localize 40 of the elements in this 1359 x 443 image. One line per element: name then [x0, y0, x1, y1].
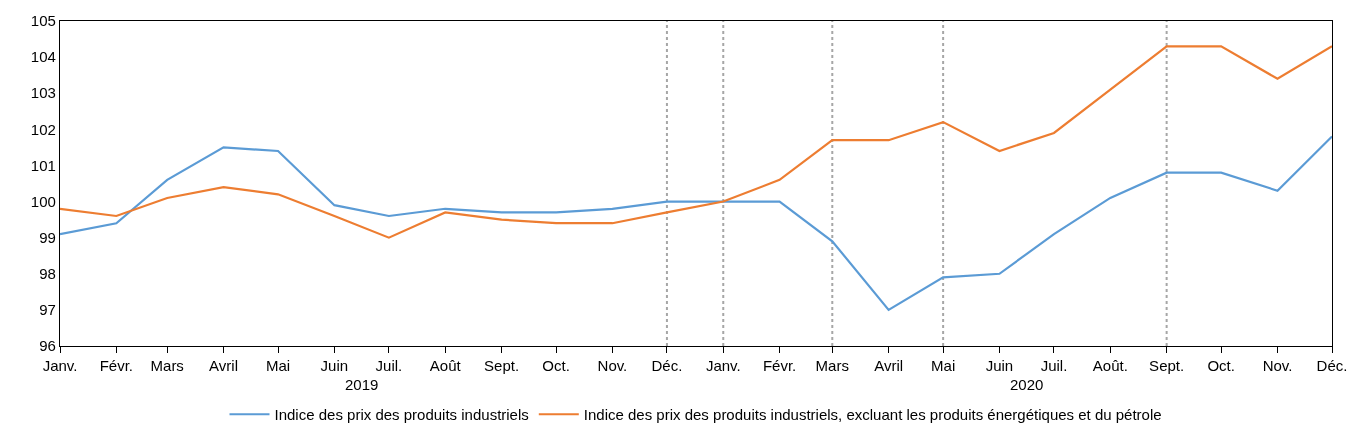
x-tick-label: Mars — [815, 357, 849, 375]
y-tick-label: 96 — [39, 337, 56, 355]
x-tick-label: Juin — [320, 357, 349, 375]
y-tick-label: 98 — [39, 265, 56, 283]
y-tick-label: 99 — [39, 228, 56, 246]
x-tick-label: Mai — [931, 357, 956, 375]
x-tick-label: Août — [429, 357, 462, 375]
x-tick-label: Janv. — [42, 357, 78, 375]
x-tick-label: Mai — [265, 357, 291, 375]
x-tick-label: Oct. — [542, 357, 570, 375]
x-tick-label: Sept. — [1149, 357, 1185, 375]
x-tick-label: Oct. — [1207, 357, 1235, 375]
y-tick-label: 100 — [30, 192, 56, 210]
x-tick-label: Déc. — [651, 357, 683, 375]
x-tick-label: Janv. — [705, 357, 741, 375]
x-tick-label: Juil. — [1040, 357, 1068, 375]
x-tick-label: Déc. — [1316, 357, 1348, 375]
y-tick-label: 105 — [30, 12, 56, 30]
x-tick-label: Avril — [874, 357, 904, 375]
x-tick-label: Févr. — [762, 357, 797, 375]
line-series — [60, 45, 1332, 239]
legend-label: Indice des prix des produits industriels, excluant les produits énergétiques et du pétrole — [583, 406, 1162, 424]
line-series — [60, 135, 1332, 311]
x-tick-label: Nov. — [597, 357, 628, 375]
y-tick-label: 103 — [30, 84, 56, 102]
x-tick-label: Nov. — [1262, 357, 1293, 375]
x-tick-label: Mars — [150, 357, 184, 375]
y-tick-label: 104 — [30, 48, 56, 66]
text: 2020 — [1010, 376, 1044, 393]
legend-label: Indice des prix des produits industriels — [274, 406, 529, 424]
x-tick-label: Août. — [1092, 357, 1128, 375]
x-tick-label: Févr. — [99, 357, 133, 375]
y-tick-label: 97 — [39, 301, 56, 319]
x-tick-label: Sept. — [484, 357, 520, 375]
y-tick-label: 102 — [30, 120, 56, 138]
x-tick-label: Juin — [985, 357, 1014, 375]
x-tick-label: Juil. — [375, 357, 403, 375]
x-tick-label: Avril — [209, 357, 238, 375]
text: 2019 — [345, 376, 379, 393]
y-tick-label: 101 — [30, 156, 56, 174]
